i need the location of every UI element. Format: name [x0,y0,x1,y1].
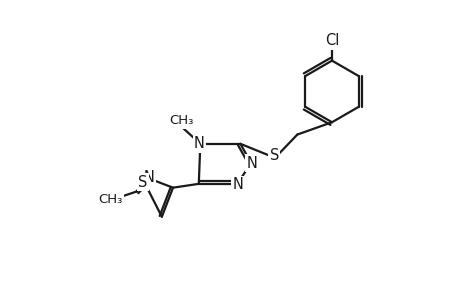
Text: N: N [232,177,243,192]
Text: CH₃: CH₃ [98,194,123,206]
Text: N: N [144,170,155,185]
Text: S: S [269,148,278,163]
Text: N: N [246,155,257,170]
Text: S: S [138,175,147,190]
Text: CH₃: CH₃ [169,114,194,127]
Text: N: N [194,136,205,151]
Text: Cl: Cl [324,33,338,48]
